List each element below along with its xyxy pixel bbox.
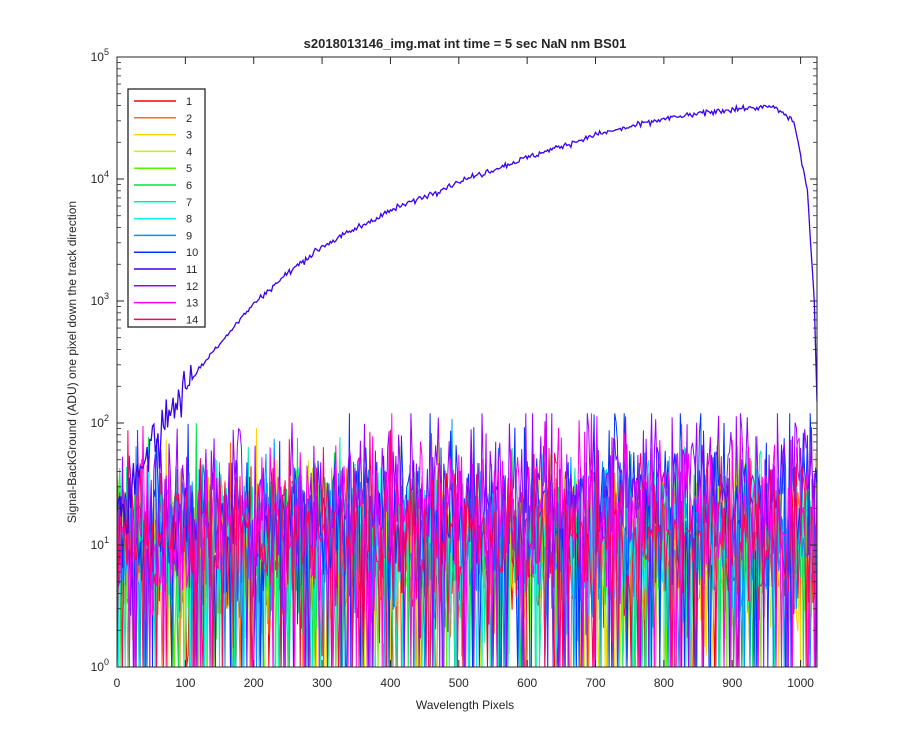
- y-tick-label: 102: [91, 413, 109, 430]
- legend-label-5: 5: [186, 163, 192, 175]
- legend-label-8: 8: [186, 214, 192, 226]
- legend-label-2: 2: [186, 113, 192, 125]
- y-tick-label: 100: [91, 657, 109, 674]
- x-axis-label: Wavelength Pixels: [416, 698, 514, 712]
- x-tick-label: 0: [114, 676, 121, 690]
- chart-title: s2018013146_img.mat int time = 5 sec NaN…: [304, 36, 627, 51]
- series-14-line: [117, 429, 817, 667]
- x-tick-label: 700: [586, 676, 606, 690]
- x-tick-label: 1000: [787, 676, 814, 690]
- y-tick-label: 105: [91, 47, 109, 64]
- y-tick-label: 103: [91, 291, 109, 308]
- y-axis-label: Signal-BackGround (ADU) one pixel down t…: [65, 201, 79, 523]
- legend-label-9: 9: [186, 230, 192, 242]
- x-tick-label: 100: [175, 676, 195, 690]
- legend-label-4: 4: [186, 146, 192, 158]
- x-tick-label: 500: [449, 676, 469, 690]
- x-tick-label: 300: [312, 676, 332, 690]
- y-tick-label: 104: [91, 169, 109, 186]
- plot-area: 0 100 200 300 400 500 600 700 800 900 1000 1001011…: [91, 47, 818, 690]
- legend-label-11: 11: [186, 264, 197, 276]
- legend-label-1: 1: [186, 96, 192, 108]
- legend-label-7: 7: [186, 197, 192, 209]
- x-tick-label: 600: [517, 676, 537, 690]
- y-tick-label: 101: [91, 535, 109, 552]
- series-11-line: [117, 103, 817, 535]
- axes-box: [116, 56, 818, 668]
- x-axis: 0 100 200 300 400 500 600 700 800 900 1000: [114, 57, 814, 690]
- series-layer: [117, 103, 817, 667]
- legend-label-10: 10: [186, 247, 198, 259]
- x-tick-label: 900: [722, 676, 742, 690]
- legend-label-14: 14: [186, 314, 198, 326]
- legend-label-3: 3: [186, 130, 192, 142]
- legend-label-12: 12: [186, 281, 198, 293]
- x-tick-label: 400: [380, 676, 400, 690]
- legend-label-6: 6: [186, 180, 192, 192]
- legend-box: [127, 88, 206, 328]
- x-tick-label: 800: [654, 676, 674, 690]
- legend-label-13: 13: [186, 298, 198, 310]
- series-12-line: [117, 413, 817, 667]
- x-tick-label: 200: [244, 676, 264, 690]
